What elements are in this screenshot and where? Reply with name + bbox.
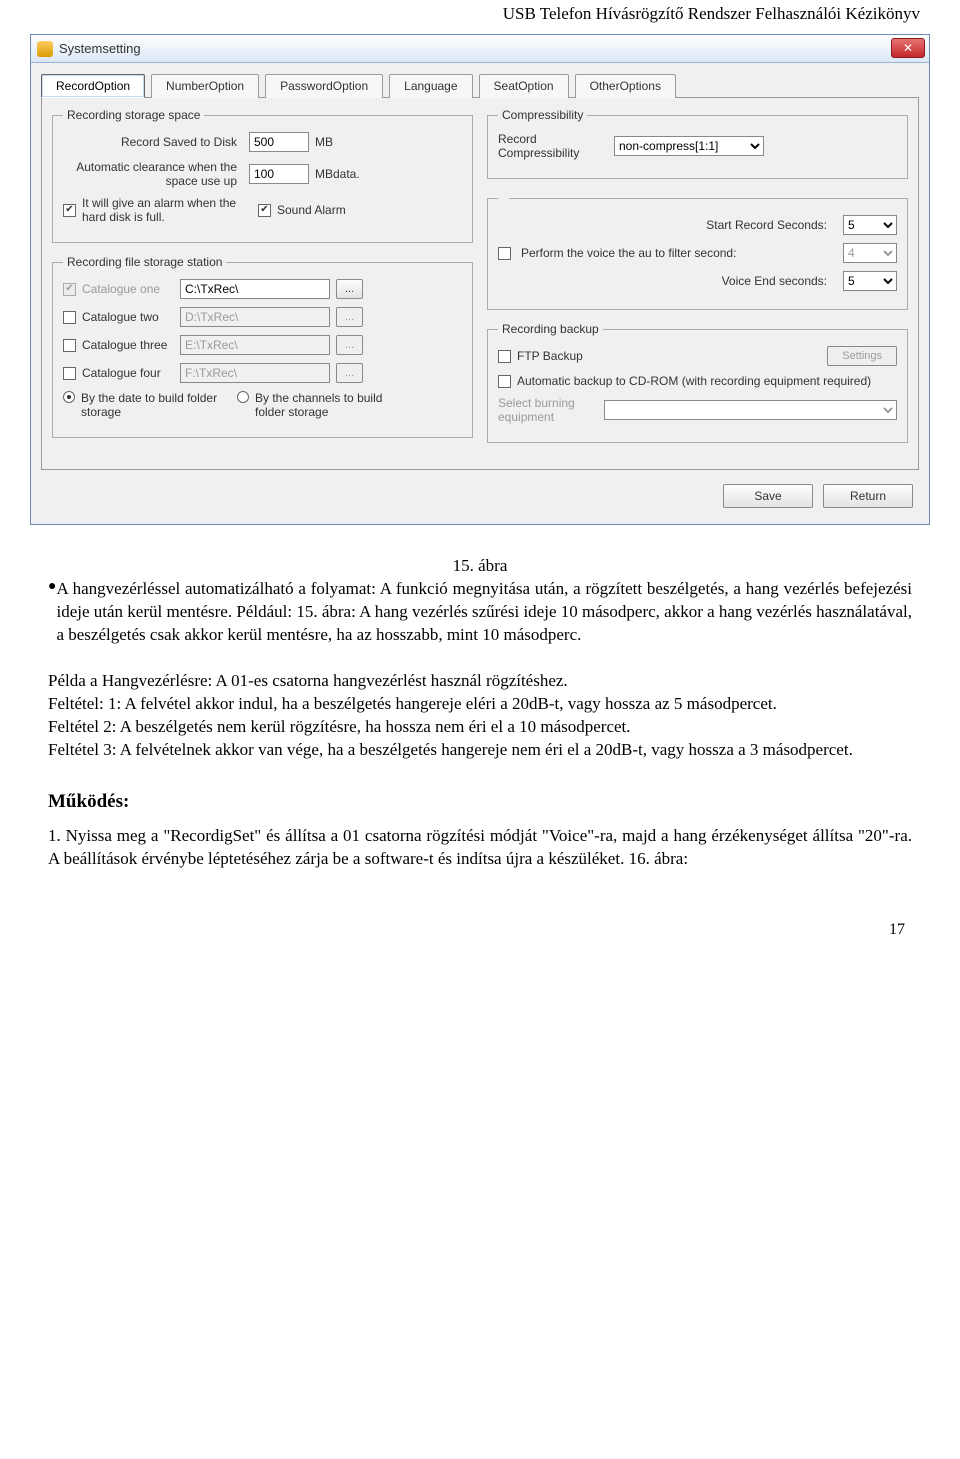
checkbox-auto-backup-cdrom[interactable] xyxy=(498,375,511,388)
checkbox-catalogue-three[interactable] xyxy=(63,339,76,352)
tab-language[interactable]: Language xyxy=(389,74,472,98)
label-start-record-seconds: Start Record Seconds: xyxy=(520,218,837,232)
group-recording-file-storage-station: Recording file storage station ✔ Catalog… xyxy=(52,255,473,438)
tab-otheroptions[interactable]: OtherOptions xyxy=(575,74,676,98)
settings-button: Settings xyxy=(827,346,897,366)
tab-recordoption[interactable]: RecordOption xyxy=(41,74,145,98)
document-body: 15. ábra ● A hangvezérléssel automatizál… xyxy=(0,525,960,891)
tab-panel: Recording storage space Record Saved to … xyxy=(41,97,919,470)
select-filter-seconds: 4 xyxy=(843,243,897,263)
browse-catalogue-two: ... xyxy=(336,307,363,327)
bullet-paragraph: A hangvezérléssel automatizálható a foly… xyxy=(56,578,912,647)
label-radio-by-channels: By the channels to build folder storage xyxy=(255,391,405,419)
input-catalogue-four xyxy=(180,363,330,383)
label-radio-by-date: By the date to build folder storage xyxy=(81,391,231,419)
checkbox-catalogue-two[interactable] xyxy=(63,311,76,324)
example-line-1: Példa a Hangvezérlésre: A 01-es csatorna… xyxy=(48,670,912,693)
legend-backup: Recording backup xyxy=(498,322,603,336)
checkbox-catalogue-four[interactable] xyxy=(63,367,76,380)
input-catalogue-one[interactable] xyxy=(180,279,330,299)
dialog-title: Systemsetting xyxy=(59,41,141,56)
label-voice-end-seconds: Voice End seconds: xyxy=(520,274,837,288)
example-line-3: Feltétel 2: A beszélgetés nem kerül rögz… xyxy=(48,716,912,739)
systemsetting-dialog: Systemsetting ✕ RecordOption NumberOptio… xyxy=(30,34,930,525)
close-button[interactable]: ✕ xyxy=(891,38,925,58)
dialog-footer: Save Return xyxy=(31,470,929,524)
page-number: 17 xyxy=(0,891,960,949)
tab-seatoption[interactable]: SeatOption xyxy=(479,74,569,98)
operation-heading: Működés: xyxy=(48,789,912,815)
checkbox-ftp-backup[interactable] xyxy=(498,350,511,363)
unit-mbdata: MBdata. xyxy=(315,167,360,181)
input-catalogue-three xyxy=(180,335,330,355)
checkbox-catalogue-one: ✔ xyxy=(63,283,76,296)
legend-voice xyxy=(498,191,509,205)
label-voice-filter: Perform the voice the au to filter secon… xyxy=(517,246,837,260)
legend-compressibility: Compressibility xyxy=(498,108,587,122)
label-auto-clearance: Automatic clearance when the space use u… xyxy=(63,160,243,188)
page-header: USB Telefon Hívásrögzítő Rendszer Felhas… xyxy=(0,0,960,24)
figure-15-caption: 15. ábra xyxy=(48,555,912,578)
group-compressibility: Compressibility Record Compressibility n… xyxy=(487,108,908,179)
select-compressibility[interactable]: non-compress[1:1] xyxy=(614,136,764,156)
radio-by-date[interactable] xyxy=(63,391,75,403)
browse-catalogue-one[interactable]: ... xyxy=(336,279,363,299)
select-end-seconds[interactable]: 5 xyxy=(843,271,897,291)
group-recording-backup: Recording backup FTP Backup Settings Aut… xyxy=(487,322,908,443)
label-catalogue-four: Catalogue four xyxy=(82,366,174,380)
bullet-icon: ● xyxy=(48,578,56,647)
select-start-seconds[interactable]: 5 xyxy=(843,215,897,235)
group-recording-storage-space: Recording storage space Record Saved to … xyxy=(52,108,473,243)
select-burning-equipment xyxy=(604,400,897,420)
group-voice-options: Start Record Seconds: 5 Perform the voic… xyxy=(487,191,908,310)
unit-mb: MB xyxy=(315,135,333,149)
label-catalogue-one: Catalogue one xyxy=(82,282,174,296)
label-auto-backup-cdrom: Automatic backup to CD-ROM (with recordi… xyxy=(517,374,897,388)
label-select-burning: Select burning equipment xyxy=(498,396,598,424)
return-button[interactable]: Return xyxy=(823,484,913,508)
checkbox-sound-alarm[interactable]: ✔ xyxy=(258,204,271,217)
tab-numberoption[interactable]: NumberOption xyxy=(151,74,259,98)
label-catalogue-two: Catalogue two xyxy=(82,310,174,324)
label-alarm-diskfull: It will give an alarm when the hard disk… xyxy=(82,196,252,224)
tab-passwordoption[interactable]: PasswordOption xyxy=(265,74,383,98)
legend-storage: Recording storage space xyxy=(63,108,204,122)
label-record-compressibility: Record Compressibility xyxy=(498,132,608,160)
operation-paragraph: 1. Nyissa meg a "RecordigSet" és állítsa… xyxy=(48,825,912,871)
titlebar: Systemsetting ✕ xyxy=(31,35,929,63)
example-line-4: Feltétel 3: A felvételnek akkor van vége… xyxy=(48,739,912,762)
input-catalogue-two xyxy=(180,307,330,327)
radio-by-channels[interactable] xyxy=(237,391,249,403)
gear-icon xyxy=(37,41,53,57)
checkbox-voice-filter[interactable] xyxy=(498,247,511,260)
input-record-saved[interactable] xyxy=(249,132,309,152)
checkbox-alarm-diskfull[interactable]: ✔ xyxy=(63,204,76,217)
label-record-saved: Record Saved to Disk xyxy=(63,135,243,149)
browse-catalogue-four: ... xyxy=(336,363,363,383)
browse-catalogue-three: ... xyxy=(336,335,363,355)
tab-bar: RecordOption NumberOption PasswordOption… xyxy=(31,63,929,97)
label-ftp-backup: FTP Backup xyxy=(517,349,821,363)
example-line-2: Feltétel: 1: A felvétel akkor indul, ha … xyxy=(48,693,912,716)
legend-station: Recording file storage station xyxy=(63,255,226,269)
label-catalogue-three: Catalogue three xyxy=(82,338,174,352)
save-button[interactable]: Save xyxy=(723,484,813,508)
label-sound-alarm: Sound Alarm xyxy=(277,203,346,217)
input-auto-clearance[interactable] xyxy=(249,164,309,184)
